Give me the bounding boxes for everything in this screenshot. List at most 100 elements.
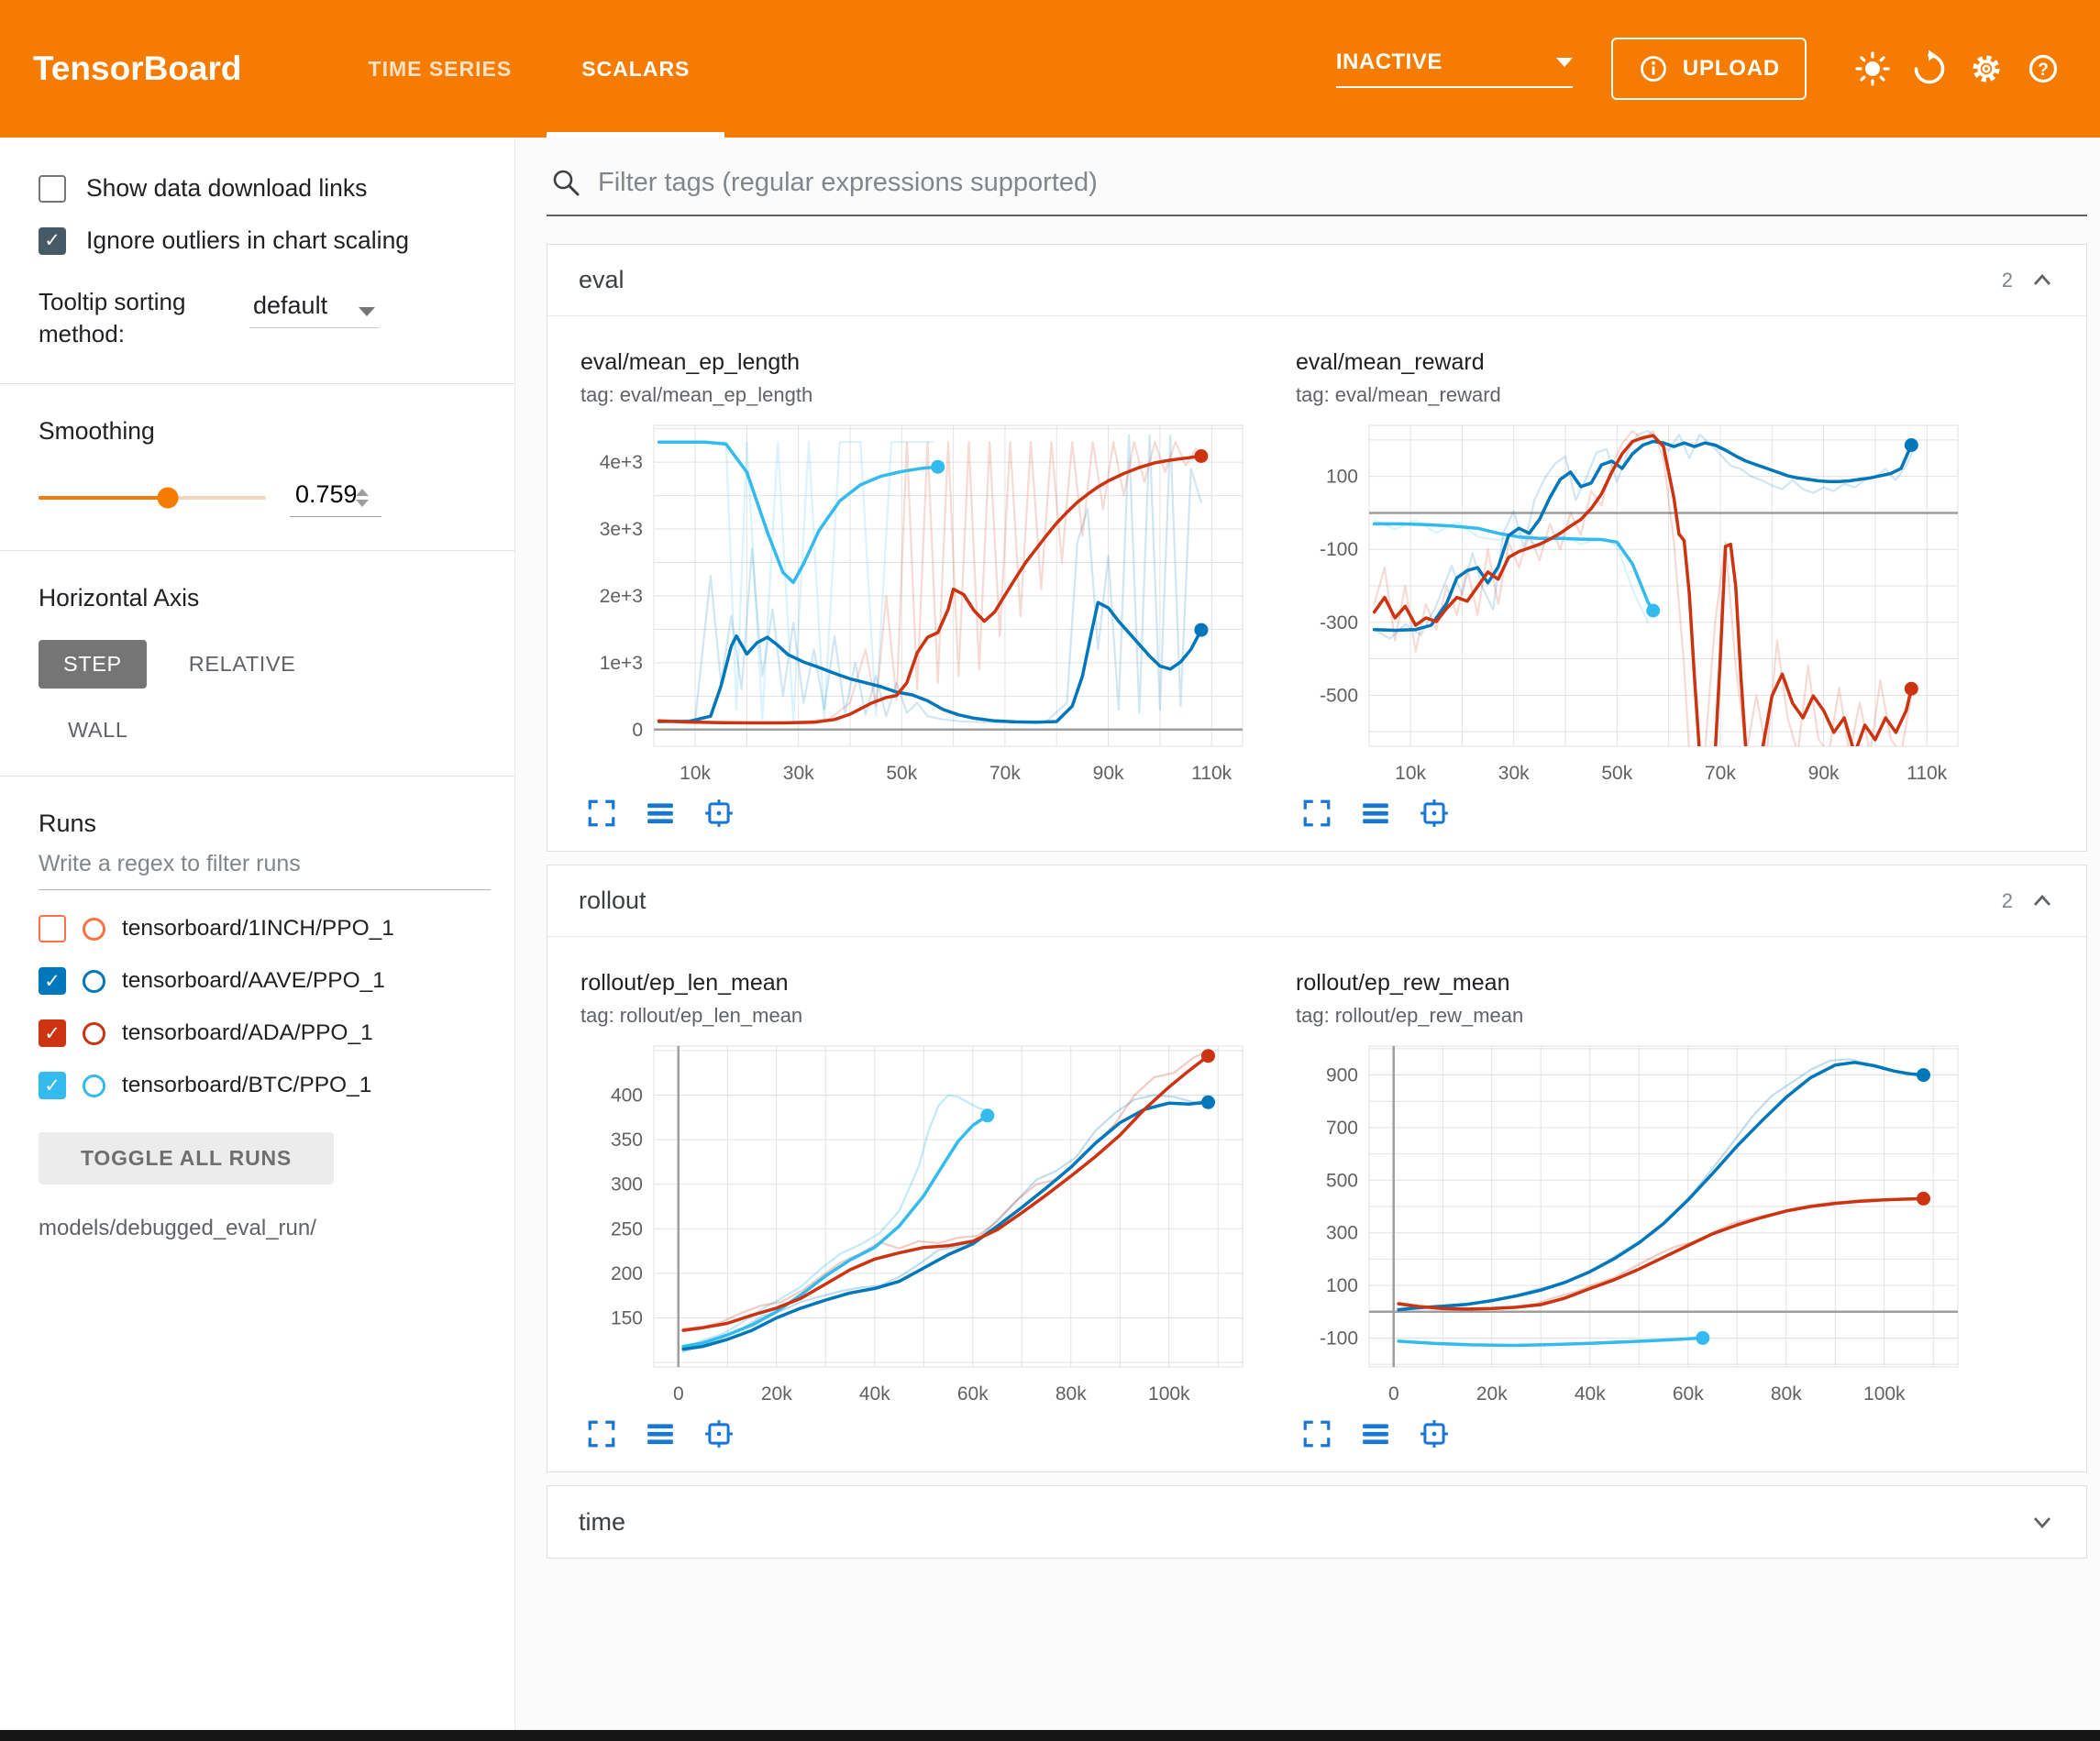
section-eval-body: eval/mean_ep_length tag: eval/mean_ep_le… xyxy=(547,316,2086,851)
upload-button[interactable]: UPLOAD xyxy=(1610,38,1807,100)
run-label: tensorboard/AAVE/PPO_1 xyxy=(122,968,385,994)
full-width-icon[interactable] xyxy=(645,1418,676,1449)
horizontal-axis-buttons: STEP RELATIVE WALL xyxy=(39,640,378,743)
chart-tag: tag: rollout/ep_rew_mean xyxy=(1296,1004,1524,1027)
smoothing-label: Smoothing xyxy=(39,417,155,446)
section-rollout: rollout 2 rollout/ep_len_mean tag: rollo… xyxy=(547,865,2087,1472)
spinner-up-icon[interactable] xyxy=(356,488,369,496)
full-width-icon[interactable] xyxy=(1360,1418,1391,1449)
full-width-icon[interactable] xyxy=(1360,798,1391,829)
smoothing-slider-knob[interactable] xyxy=(157,487,179,509)
fit-domain-icon[interactable] xyxy=(703,1418,735,1449)
chart-tag: tag: eval/mean_ep_length xyxy=(580,383,813,406)
fit-domain-icon[interactable] xyxy=(1419,798,1450,829)
tooltip-sorting-select[interactable]: default xyxy=(249,286,380,328)
plot-eval-mean-ep-length[interactable]: 10k 30k 50k 70k 90k 110k 0 1e+3 2e+3 3e+3 4e+3 xyxy=(580,413,1259,790)
settings-gear-icon[interactable] xyxy=(1962,45,2010,93)
svg-text:900: 900 xyxy=(1326,1065,1358,1086)
svg-text:80k: 80k xyxy=(1056,1383,1087,1405)
collapse-section-icon[interactable] xyxy=(2029,888,2055,914)
run-checkbox[interactable]: ✓ xyxy=(39,1019,66,1048)
plot-rollout-ep-rew-mean[interactable]: 0 20k 40k 60k 80k 100k -100 100 300 500 700 900 xyxy=(1296,1033,1974,1411)
plot-eval-mean-reward[interactable]: 10k 30k 50k 70k 90k 110k 100 -100 -300 -500 xyxy=(1296,413,1974,790)
svg-text:-100: -100 xyxy=(1320,539,1358,560)
ignore-outliers-row: ✓ Ignore outliers in chart scaling xyxy=(39,226,491,255)
svg-text:-100: -100 xyxy=(1320,1328,1358,1349)
refresh-icon[interactable] xyxy=(1906,45,1953,93)
axis-relative-button[interactable]: RELATIVE xyxy=(188,652,296,677)
svg-text:300: 300 xyxy=(611,1174,643,1196)
fit-domain-icon[interactable] xyxy=(1419,1418,1450,1449)
svg-text:60k: 60k xyxy=(1673,1383,1704,1405)
axis-wall-button[interactable]: WALL xyxy=(68,718,128,743)
smoothing-spinner[interactable] xyxy=(356,488,369,507)
run-checkbox[interactable]: ✓ xyxy=(39,1072,66,1100)
svg-text:150: 150 xyxy=(611,1308,643,1329)
svg-text:90k: 90k xyxy=(1093,763,1124,784)
divider xyxy=(0,550,514,552)
main-content: eval 2 eval/mean_ep_length tag: eval/mea… xyxy=(515,138,2100,1730)
show-data-download-links-checkbox[interactable] xyxy=(39,174,66,203)
section-eval-header[interactable]: eval 2 xyxy=(547,245,2086,316)
full-width-icon[interactable] xyxy=(645,798,676,829)
run-row-btc[interactable]: ✓ tensorboard/BTC/PPO_1 xyxy=(39,1072,491,1100)
section-rollout-header[interactable]: rollout 2 xyxy=(547,865,2086,937)
run-row-ada[interactable]: ✓ tensorboard/ADA/PPO_1 xyxy=(39,1019,491,1048)
svg-text:70k: 70k xyxy=(989,763,1021,784)
svg-text:70k: 70k xyxy=(1705,763,1736,784)
help-icon[interactable]: ? xyxy=(2019,45,2067,93)
ignore-outliers-label: Ignore outliers in chart scaling xyxy=(86,226,410,254)
section-title: eval xyxy=(579,266,624,293)
smoothing-slider[interactable] xyxy=(39,487,266,509)
svg-text:40k: 40k xyxy=(859,1383,890,1405)
svg-text:80k: 80k xyxy=(1771,1383,1802,1405)
run-checkbox[interactable] xyxy=(39,915,66,943)
section-time-header[interactable]: time xyxy=(547,1486,2086,1558)
upload-label: UPLOAD xyxy=(1682,56,1780,81)
chart-title: eval/mean_reward xyxy=(1296,349,1485,375)
brightness-icon[interactable] xyxy=(1849,45,1896,93)
svg-text:3e+3: 3e+3 xyxy=(600,519,643,540)
tab-scalars[interactable]: SCALARS xyxy=(547,0,725,138)
section-time: time xyxy=(547,1485,2087,1559)
expand-section-icon[interactable] xyxy=(2029,1509,2055,1535)
svg-text:200: 200 xyxy=(611,1263,643,1284)
run-checkbox[interactable]: ✓ xyxy=(39,967,66,996)
section-title: rollout xyxy=(579,887,647,914)
smoothing-value-input[interactable] xyxy=(290,479,356,517)
expand-card-icon[interactable] xyxy=(586,798,617,829)
tab-time-series[interactable]: TIME SERIES xyxy=(368,56,513,81)
smoothing-slider-fill xyxy=(39,496,169,501)
toggle-all-runs-button[interactable]: TOGGLE ALL RUNS xyxy=(39,1132,334,1185)
section-title: time xyxy=(579,1507,626,1536)
runs-filter-input[interactable] xyxy=(39,838,491,891)
chart-actions xyxy=(1296,798,1974,829)
bottom-edge-bar xyxy=(0,1730,2100,1741)
status-dropdown[interactable]: INACTIVE xyxy=(1335,50,1573,88)
smoothing-slider-row xyxy=(39,479,491,518)
run-color-ring xyxy=(83,917,105,941)
spinner-down-icon[interactable] xyxy=(356,499,369,507)
svg-text:4e+3: 4e+3 xyxy=(600,452,643,473)
section-chart-count: 2 xyxy=(2001,888,2013,912)
expand-card-icon[interactable] xyxy=(1301,798,1332,829)
chart-title: eval/mean_ep_length xyxy=(580,349,801,375)
svg-text:10k: 10k xyxy=(680,763,711,784)
app-header: TensorBoard TIME SERIES SCALARS INACTIVE… xyxy=(0,0,2100,138)
app-title: TensorBoard xyxy=(33,50,242,87)
tag-filter-input[interactable] xyxy=(598,167,2083,198)
fit-domain-icon[interactable] xyxy=(703,798,735,829)
run-row-1inch[interactable]: tensorboard/1INCH/PPO_1 xyxy=(39,915,491,943)
expand-card-icon[interactable] xyxy=(586,1418,617,1449)
run-row-aave[interactable]: ✓ tensorboard/AAVE/PPO_1 xyxy=(39,967,491,996)
divider xyxy=(0,383,514,385)
expand-card-icon[interactable] xyxy=(1301,1418,1332,1449)
ignore-outliers-checkbox[interactable]: ✓ xyxy=(39,226,66,255)
plot-rollout-ep-len-mean[interactable]: 0 20k 40k 60k 80k 100k 150 200 250 300 350 400 xyxy=(580,1033,1259,1411)
axis-step-button[interactable]: STEP xyxy=(39,640,147,689)
chart-card-eval-mean-ep-length: eval/mean_ep_length tag: eval/mean_ep_le… xyxy=(580,349,1259,829)
collapse-section-icon[interactable] xyxy=(2029,268,2055,293)
show-data-download-links-label: Show data download links xyxy=(86,174,368,202)
runs-title: Runs xyxy=(39,810,97,838)
svg-text:?: ? xyxy=(2038,61,2049,80)
